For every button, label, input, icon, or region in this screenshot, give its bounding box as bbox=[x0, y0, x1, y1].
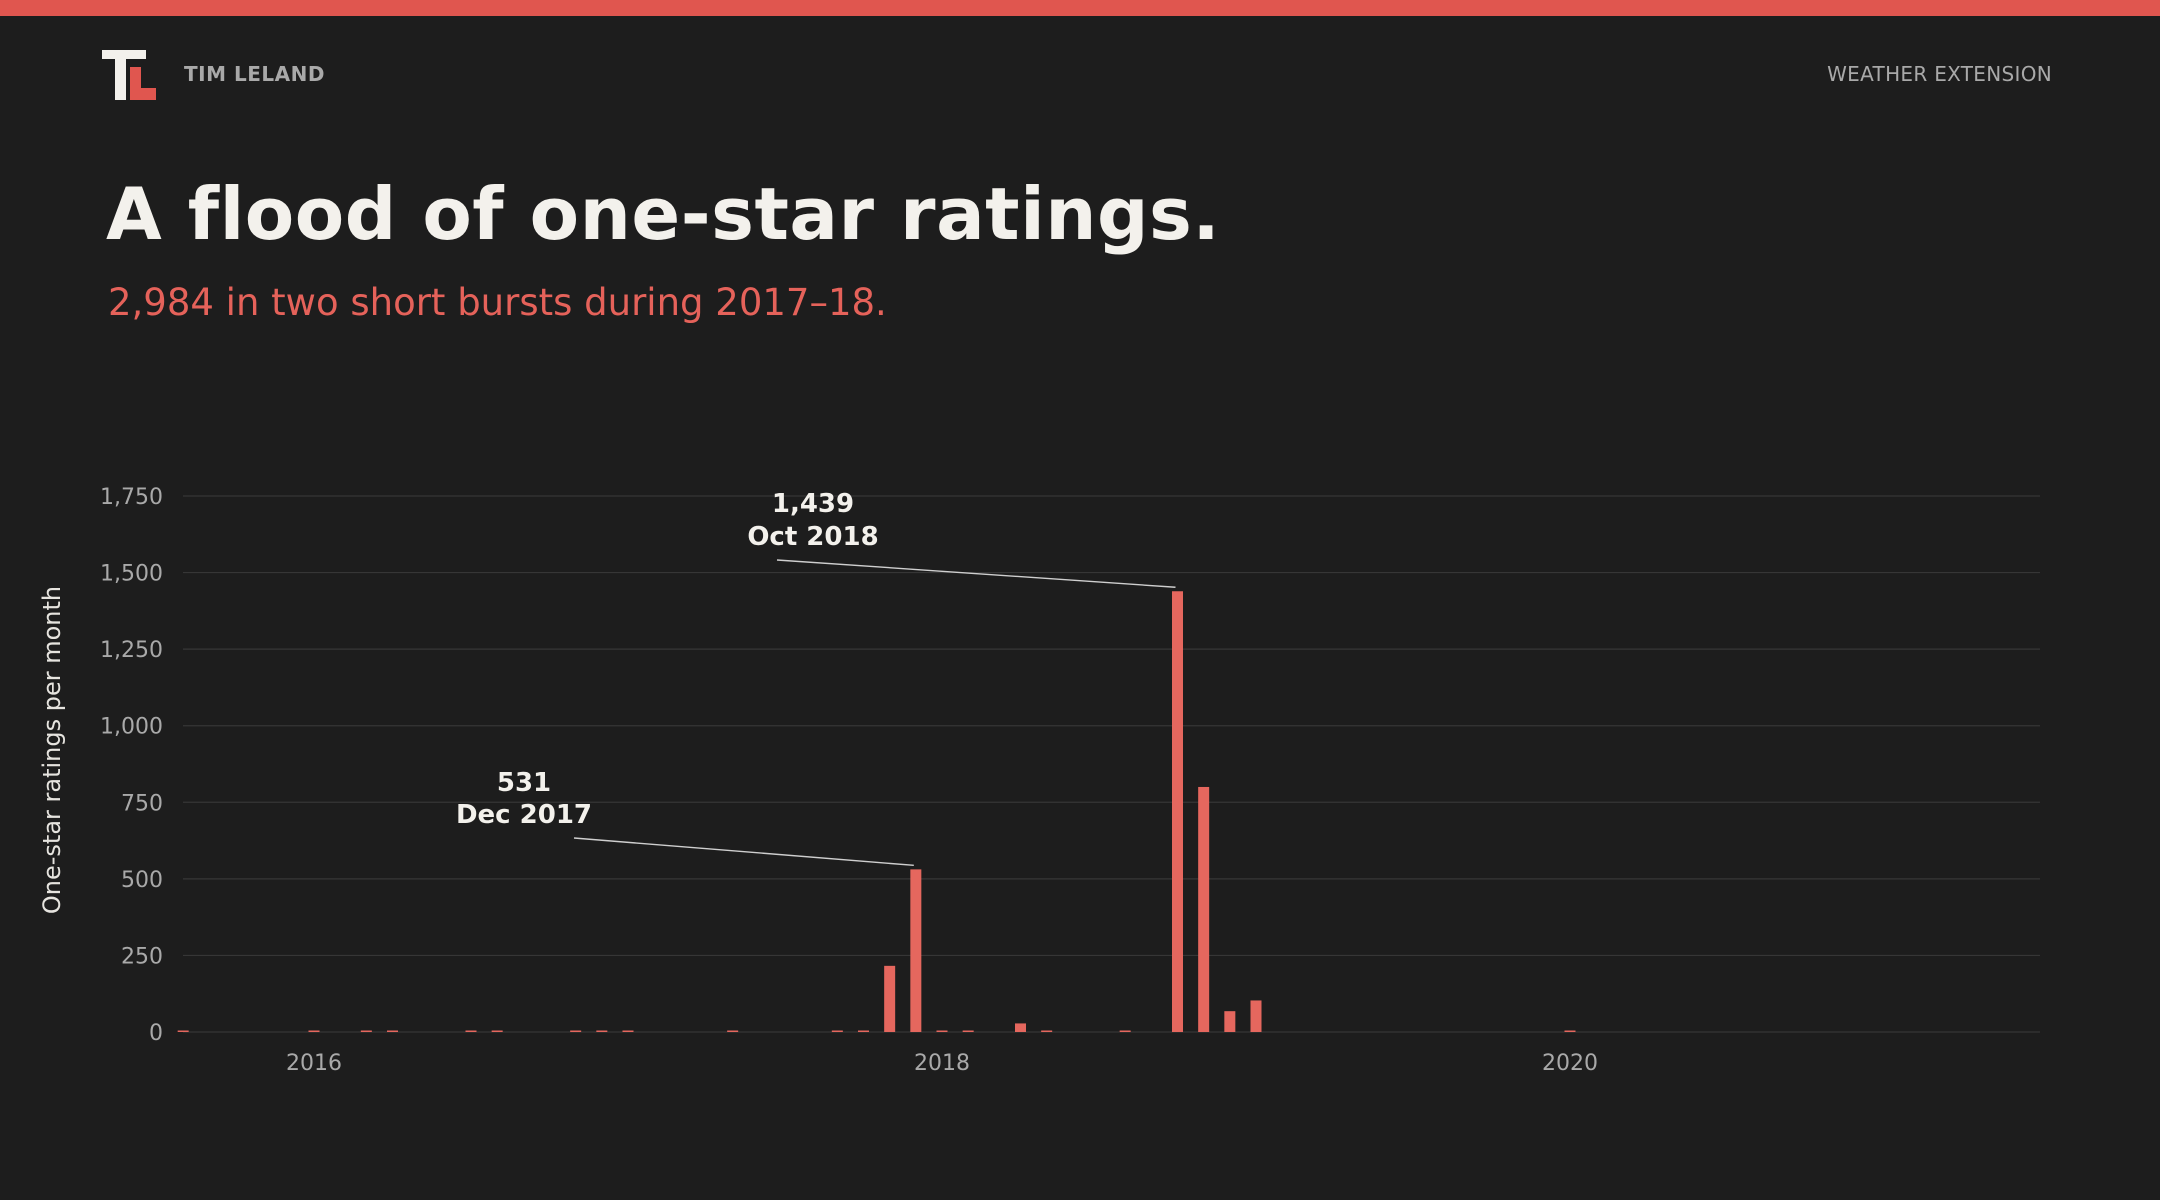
chart-bar bbox=[1198, 786, 1210, 1032]
chart-bar bbox=[360, 1030, 372, 1032]
page-subtitle: 2,984 in two short bursts during 2017–18… bbox=[108, 281, 887, 324]
chart-bar bbox=[884, 965, 896, 1032]
chart-bar bbox=[491, 1030, 503, 1032]
page-title: A flood of one-star ratings. bbox=[106, 172, 1221, 256]
y-tick-label: 250 bbox=[121, 944, 163, 969]
y-tick-label: 0 bbox=[149, 1021, 163, 1046]
chart-bar bbox=[962, 1030, 974, 1032]
chart-bar bbox=[1224, 1011, 1236, 1032]
chart-bar bbox=[622, 1030, 634, 1032]
chart-bar bbox=[570, 1030, 582, 1032]
chart-bar bbox=[1172, 591, 1183, 1032]
chart-bar bbox=[858, 1030, 869, 1032]
annotation-date-label: Dec 2017 bbox=[456, 800, 592, 830]
chart-bar bbox=[727, 1030, 739, 1032]
annotation-value-label: 1,439 bbox=[772, 489, 854, 519]
x-tick-label: 2018 bbox=[914, 1051, 970, 1076]
chart-bar bbox=[1564, 1030, 1576, 1032]
y-axis-label: One-star ratings per month bbox=[38, 586, 66, 914]
top-accent-bar bbox=[0, 0, 2160, 16]
y-tick-label: 1,750 bbox=[100, 485, 163, 510]
annotation-value-label: 531 bbox=[497, 768, 551, 798]
chart-bar bbox=[465, 1030, 477, 1032]
brand-name[interactable]: TIM LELAND bbox=[184, 62, 325, 86]
chart-bar bbox=[1015, 1023, 1026, 1032]
y-tick-label: 1,250 bbox=[100, 638, 163, 663]
annotation-leader-line bbox=[573, 837, 914, 867]
tl-logo-icon[interactable] bbox=[102, 50, 156, 100]
chart-bar bbox=[1041, 1030, 1053, 1032]
y-tick-label: 750 bbox=[121, 791, 163, 816]
x-tick-label: 2020 bbox=[1542, 1051, 1598, 1076]
chart-bar bbox=[596, 1030, 608, 1032]
chart-bar bbox=[177, 1030, 189, 1032]
chart-bar bbox=[936, 1030, 948, 1032]
y-tick-label: 1,000 bbox=[100, 715, 163, 740]
annotation-date-label: Oct 2018 bbox=[747, 522, 878, 552]
nav-link-weather-extension[interactable]: WEATHER EXTENSION bbox=[1827, 62, 2052, 86]
x-tick-label: 2016 bbox=[286, 1051, 342, 1076]
annotation-leader-line bbox=[776, 559, 1176, 588]
y-tick-label: 1,500 bbox=[100, 562, 163, 587]
chart-bar bbox=[1250, 1000, 1262, 1032]
y-tick-label: 500 bbox=[121, 868, 163, 893]
chart-bar bbox=[910, 869, 922, 1032]
chart-bar bbox=[387, 1030, 398, 1032]
chart-bar bbox=[308, 1030, 320, 1032]
chart-bar bbox=[1119, 1030, 1131, 1032]
chart-bar bbox=[831, 1030, 843, 1032]
